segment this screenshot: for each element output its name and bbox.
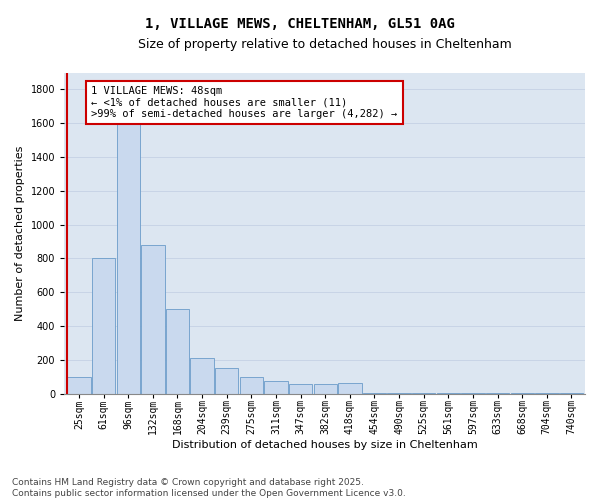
Bar: [388, 393, 411, 394]
Title: Size of property relative to detached houses in Cheltenham: Size of property relative to detached ho…: [138, 38, 511, 51]
Bar: [67, 376, 91, 394]
Y-axis label: Number of detached properties: Number of detached properties: [15, 146, 25, 321]
Bar: [166, 309, 189, 394]
Text: Contains HM Land Registry data © Crown copyright and database right 2025.
Contai: Contains HM Land Registry data © Crown c…: [12, 478, 406, 498]
Bar: [264, 381, 287, 394]
Bar: [289, 384, 312, 394]
Bar: [116, 120, 140, 394]
Bar: [92, 258, 115, 394]
Bar: [190, 358, 214, 394]
Bar: [239, 376, 263, 394]
Bar: [314, 384, 337, 394]
X-axis label: Distribution of detached houses by size in Cheltenham: Distribution of detached houses by size …: [172, 440, 478, 450]
Bar: [141, 245, 164, 394]
Bar: [215, 368, 238, 394]
Bar: [363, 393, 386, 394]
Bar: [412, 393, 436, 394]
Text: 1, VILLAGE MEWS, CHELTENHAM, GL51 0AG: 1, VILLAGE MEWS, CHELTENHAM, GL51 0AG: [145, 18, 455, 32]
Bar: [338, 384, 362, 394]
Text: 1 VILLAGE MEWS: 48sqm
← <1% of detached houses are smaller (11)
>99% of semi-det: 1 VILLAGE MEWS: 48sqm ← <1% of detached …: [91, 86, 398, 119]
